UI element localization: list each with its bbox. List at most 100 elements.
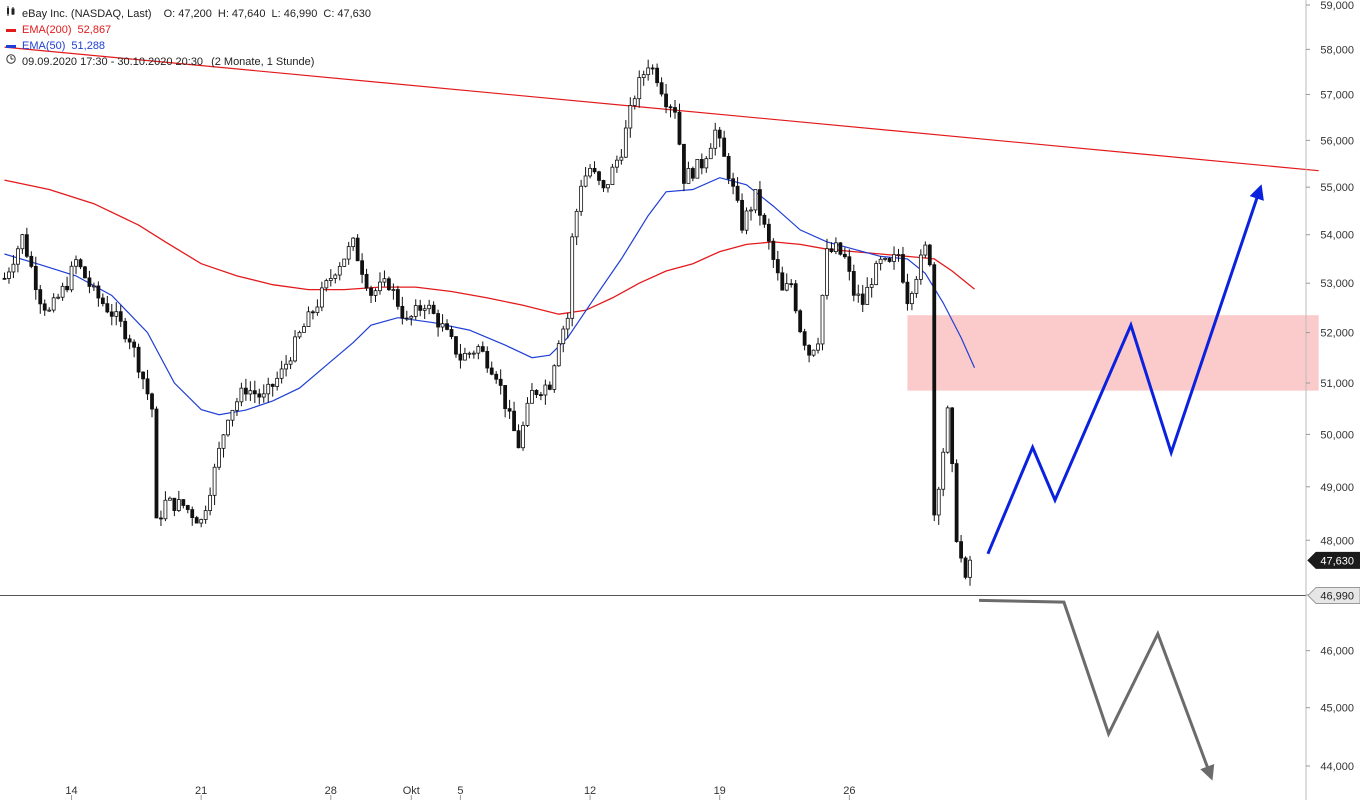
candle-body — [494, 373, 499, 380]
candle-body — [816, 343, 820, 351]
candle-body — [11, 263, 16, 273]
candle-body — [172, 497, 177, 511]
candle-body — [337, 265, 342, 276]
candle-body — [539, 394, 543, 397]
legend-period-row: 09.09.2020 17:30 - 30.10.2020 20:30 (2 M… — [6, 54, 371, 70]
candle-body — [69, 265, 74, 291]
candle-body — [583, 175, 588, 187]
candle-body — [699, 159, 704, 169]
bullish-projection-path — [986, 184, 1264, 555]
ema50-label: EMA(50) — [22, 40, 66, 52]
y-axis-label: 45,000 — [1320, 703, 1354, 715]
ema50-line — [4, 177, 976, 416]
candle-body — [847, 256, 852, 272]
legend-instrument-row: eBay Inc. (NASDAQ, Last) O: 47,200 H: 47… — [6, 6, 371, 22]
candle-body — [212, 466, 217, 496]
candle-body — [914, 278, 919, 294]
candle-body — [33, 266, 38, 291]
candle-body — [154, 408, 159, 519]
candle-body — [319, 287, 324, 308]
candle-body — [829, 248, 834, 252]
candle-body — [351, 237, 356, 248]
candle-body — [109, 311, 114, 317]
candle-body — [440, 323, 445, 328]
y-axis-label: 54,000 — [1320, 230, 1354, 242]
candle-body — [150, 393, 154, 410]
candle-body — [771, 240, 776, 260]
candle-body — [60, 285, 65, 298]
y-axis-label: 57,000 — [1320, 89, 1354, 101]
low-label: L: — [271, 8, 281, 20]
legend-ema200-row[interactable]: EMA(200) 52,867 — [6, 22, 371, 38]
candle-body — [65, 285, 69, 291]
candle-body — [194, 517, 199, 524]
candle-body — [136, 346, 141, 373]
candle-body — [226, 419, 230, 436]
candle-body — [614, 159, 619, 168]
period-note: (2 Monate, 1 Stunde) — [211, 56, 315, 68]
candle-body — [646, 67, 651, 76]
candle-body — [910, 293, 914, 305]
ema50-swatch — [6, 44, 16, 48]
candle-body — [896, 254, 901, 256]
candle-body — [963, 557, 968, 578]
candle-body — [159, 517, 163, 520]
candle-body — [208, 494, 213, 511]
high-value: 47,640 — [231, 8, 266, 20]
candle-body — [708, 147, 713, 160]
ema200-label: EMA(200) — [22, 24, 72, 36]
candle-body — [284, 363, 289, 370]
y-axis-label: 59,000 — [1320, 0, 1354, 12]
candle-body — [288, 360, 293, 365]
candle-body — [887, 258, 892, 262]
candle-body — [404, 317, 409, 320]
close-value: 47,630 — [337, 8, 372, 20]
candle-body — [521, 425, 525, 449]
candle-body — [252, 390, 257, 395]
candle-body — [127, 338, 132, 343]
candle-body — [512, 410, 516, 432]
candle-body — [449, 329, 454, 337]
candle-body — [454, 336, 458, 355]
y-axis-label: 58,000 — [1320, 44, 1354, 56]
candle-body — [927, 244, 932, 266]
candle-body — [395, 289, 400, 307]
candle-body — [24, 234, 29, 257]
candle-body — [892, 254, 896, 262]
x-axis-label: 26 — [843, 785, 855, 797]
candle-body — [932, 264, 937, 516]
candle-body — [731, 178, 736, 187]
y-axis-label: 49,000 — [1320, 482, 1354, 494]
candle-body — [749, 209, 753, 212]
candle-body — [597, 171, 601, 181]
candle-body — [883, 258, 887, 260]
price-marker — [1307, 586, 1360, 604]
candle-body — [628, 105, 633, 129]
candle-body — [874, 263, 879, 286]
candle-body — [279, 368, 284, 379]
candle-body — [378, 281, 382, 292]
candle-body — [355, 237, 360, 262]
candle-body — [525, 402, 530, 426]
candle-body — [431, 304, 436, 314]
candle-body — [342, 258, 347, 267]
ema200-value: 52,867 — [77, 24, 112, 36]
candle-body — [503, 385, 508, 410]
bearish-projection-path — [978, 598, 1215, 781]
candle-body — [2, 277, 7, 280]
legend-ema50-row[interactable]: EMA(50) 51,288 — [6, 38, 371, 54]
candle-body — [458, 353, 463, 361]
x-axis-label: 12 — [584, 785, 596, 797]
candle-body — [650, 67, 655, 70]
candle-body — [29, 255, 34, 267]
x-axis-label: 14 — [65, 785, 77, 797]
candle-body — [570, 236, 575, 319]
candle-body — [959, 541, 963, 559]
candle-body — [243, 387, 248, 395]
candle-body — [297, 331, 302, 338]
candle-body — [869, 284, 874, 288]
candle-body — [181, 499, 186, 506]
candle-body — [248, 390, 253, 395]
